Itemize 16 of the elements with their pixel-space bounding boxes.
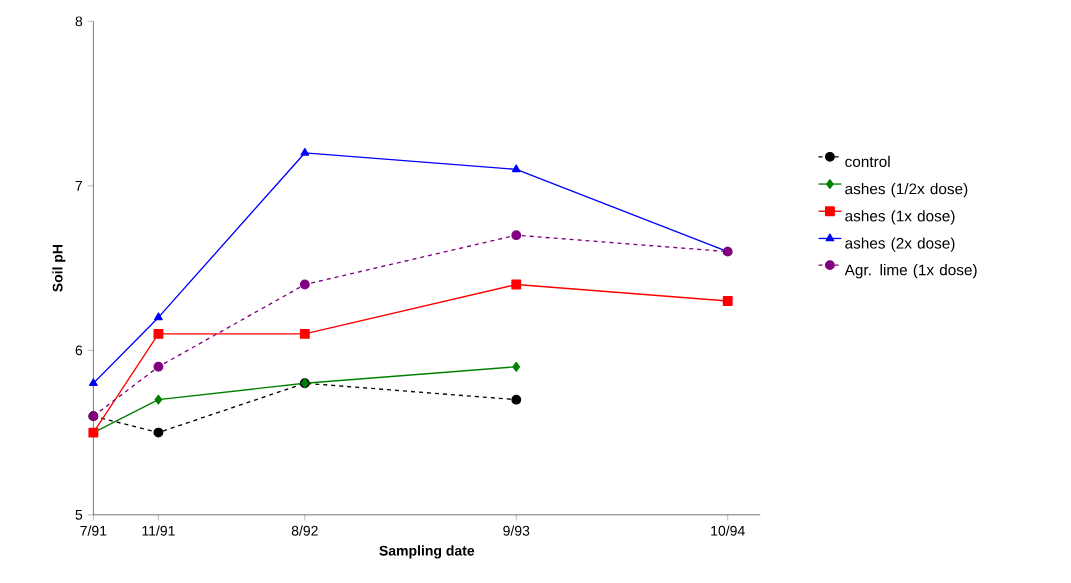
- legend-label: ashes (2x dose): [845, 237, 955, 252]
- x-tick-label: 7/91: [80, 525, 107, 536]
- legend-label: ashes (1x dose): [845, 210, 955, 225]
- y-tick-label: 5: [75, 510, 83, 520]
- y-tick-label: 7: [75, 181, 83, 191]
- x-tick-label: 10/94: [711, 525, 745, 536]
- y-tick-label: 6: [75, 345, 83, 356]
- legend-label: control: [845, 155, 890, 168]
- x-tick-label: 9/93: [503, 525, 530, 536]
- x-tick-label: 11/91: [142, 525, 175, 536]
- x-tick-label: 8/92: [291, 525, 318, 536]
- y-tick-label: 8: [75, 16, 83, 27]
- legend-label: ashes (1/2x dose): [845, 183, 968, 198]
- y-axis-title: Soil pH: [52, 245, 66, 292]
- x-axis-title: Sampling date: [379, 545, 475, 559]
- legend-label: Agr. lime (1x dose): [844, 264, 977, 279]
